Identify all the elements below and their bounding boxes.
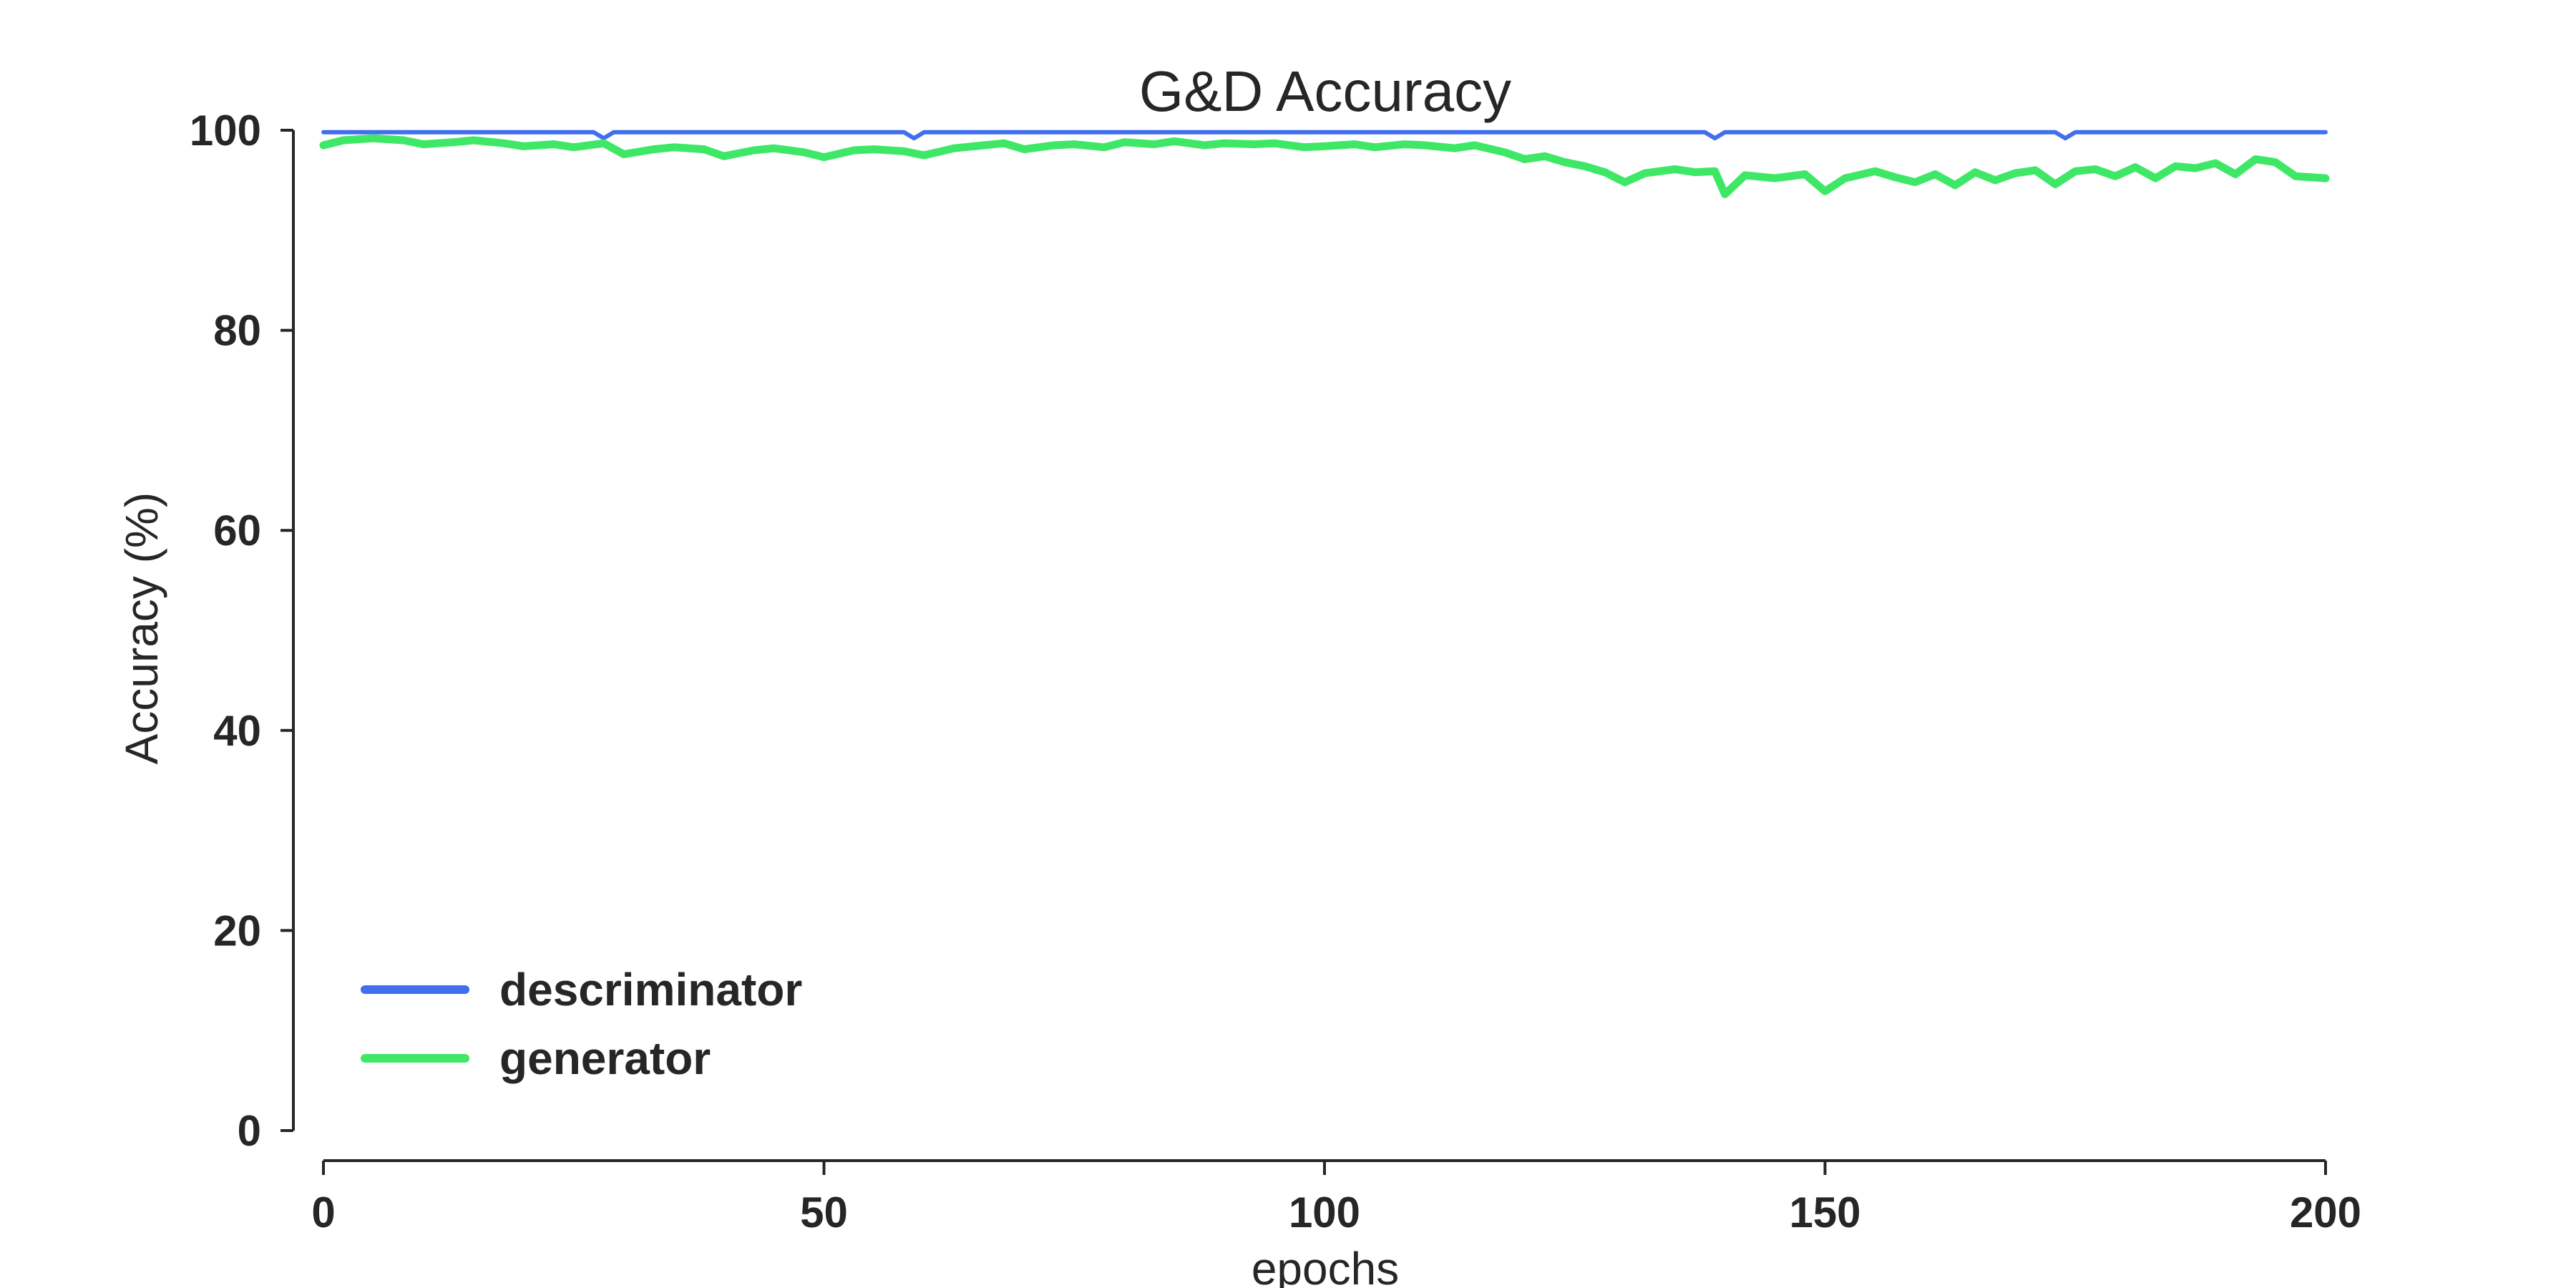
x-tick-label: 150 [1789,1189,1860,1236]
y-axis-label: Accuracy (%) [116,492,167,765]
legend: descriminator generator [361,964,802,1084]
x-tick-label: 0 [311,1189,335,1236]
series-line-generator [319,134,2330,198]
x-axis-label: epochs [1252,1243,1399,1288]
series-line-descriminator [321,130,2328,141]
chart-title: G&D Accuracy [1139,59,1511,123]
x-axis-ticks: 0 50 100 150 200 [311,1161,2361,1236]
y-tick-label: 0 [238,1107,261,1155]
y-tick-label: 100 [190,107,261,155]
legend-label-generator: generator [499,1033,711,1084]
y-tick-label: 20 [213,907,261,955]
y-axis-ticks: 0 20 40 60 80 100 [190,107,293,1155]
y-tick-label: 40 [213,707,261,755]
x-tick-label: 200 [2290,1189,2361,1236]
y-tick-label: 60 [213,507,261,555]
series-layer [319,130,2330,198]
x-tick-label: 100 [1289,1189,1360,1236]
legend-label-descriminator: descriminator [499,964,802,1015]
x-tick-label: 50 [800,1189,848,1236]
y-tick-label: 80 [213,307,261,355]
